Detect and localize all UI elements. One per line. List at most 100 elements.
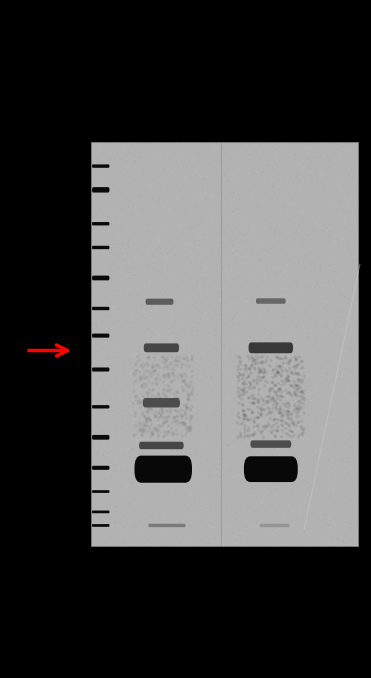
Point xyxy=(160,476,166,487)
Point xyxy=(263,519,269,530)
Point xyxy=(268,456,274,466)
Point xyxy=(235,519,241,530)
Point xyxy=(307,483,313,494)
Point xyxy=(107,322,113,333)
Point xyxy=(143,370,149,381)
Point xyxy=(299,312,305,323)
Point xyxy=(337,494,343,505)
Point xyxy=(154,454,160,465)
Point xyxy=(329,306,335,317)
Point xyxy=(272,341,278,352)
Point xyxy=(337,437,343,447)
Point xyxy=(289,530,295,540)
Point xyxy=(180,291,186,302)
Point xyxy=(124,527,129,538)
Point xyxy=(234,372,240,383)
Point xyxy=(243,302,249,313)
Point xyxy=(143,473,149,483)
Point xyxy=(321,342,326,353)
Point xyxy=(291,439,297,450)
Point xyxy=(211,318,217,329)
Point xyxy=(223,368,229,379)
Point xyxy=(246,510,252,521)
Point xyxy=(95,218,101,228)
Point xyxy=(293,430,299,441)
Point xyxy=(214,394,220,405)
Point xyxy=(239,262,245,273)
Point xyxy=(144,281,150,292)
Point xyxy=(287,466,293,477)
Point xyxy=(149,498,155,508)
Point xyxy=(276,299,282,310)
Point xyxy=(300,361,306,372)
Point xyxy=(309,367,315,378)
Point xyxy=(141,216,147,226)
Point xyxy=(349,373,355,384)
Point xyxy=(269,263,275,274)
Point xyxy=(134,361,139,372)
Point xyxy=(145,254,151,265)
Point xyxy=(243,338,249,348)
Point xyxy=(294,148,300,159)
Point xyxy=(327,431,333,441)
Point xyxy=(196,386,202,397)
Point xyxy=(269,386,275,397)
Point xyxy=(99,220,105,231)
Point xyxy=(337,459,343,470)
Point xyxy=(132,143,138,154)
Point xyxy=(190,345,196,356)
Point xyxy=(294,348,300,359)
Point xyxy=(157,237,163,247)
Point xyxy=(290,129,296,140)
Point xyxy=(333,304,339,315)
Point xyxy=(160,513,166,524)
Point xyxy=(249,445,255,456)
Point xyxy=(95,426,101,437)
Point xyxy=(173,313,179,323)
Point xyxy=(187,220,193,231)
Point xyxy=(159,317,165,328)
Point xyxy=(212,165,218,176)
Point xyxy=(122,424,128,435)
Point xyxy=(268,519,274,530)
Point xyxy=(181,308,187,319)
Point xyxy=(175,180,181,191)
Point xyxy=(104,351,109,362)
Point xyxy=(166,475,172,485)
Point xyxy=(342,508,348,519)
Point xyxy=(316,152,322,163)
Point xyxy=(267,144,273,155)
Point xyxy=(276,153,282,163)
Point xyxy=(206,509,211,520)
Point xyxy=(265,382,271,393)
Point xyxy=(177,301,183,312)
Point xyxy=(187,505,193,516)
Point xyxy=(110,372,116,383)
Point xyxy=(286,292,292,303)
Point xyxy=(204,353,210,364)
Point xyxy=(322,294,328,304)
Point xyxy=(335,195,341,206)
Point xyxy=(239,207,245,218)
Point xyxy=(328,349,334,360)
Point xyxy=(251,251,257,262)
Point xyxy=(186,504,192,515)
Point xyxy=(135,401,141,412)
Point xyxy=(217,256,223,266)
Point xyxy=(223,523,229,534)
Point xyxy=(160,485,166,496)
Point xyxy=(184,299,190,310)
Point xyxy=(291,513,297,524)
Point xyxy=(326,330,332,341)
Point xyxy=(294,263,300,274)
Point xyxy=(127,332,133,342)
Point xyxy=(183,167,189,178)
Point xyxy=(260,323,266,334)
Point xyxy=(143,382,149,393)
Point xyxy=(229,507,234,518)
Point xyxy=(297,305,303,316)
Point xyxy=(280,299,286,310)
Point xyxy=(210,477,216,488)
Point xyxy=(116,462,122,473)
FancyBboxPatch shape xyxy=(249,342,293,353)
